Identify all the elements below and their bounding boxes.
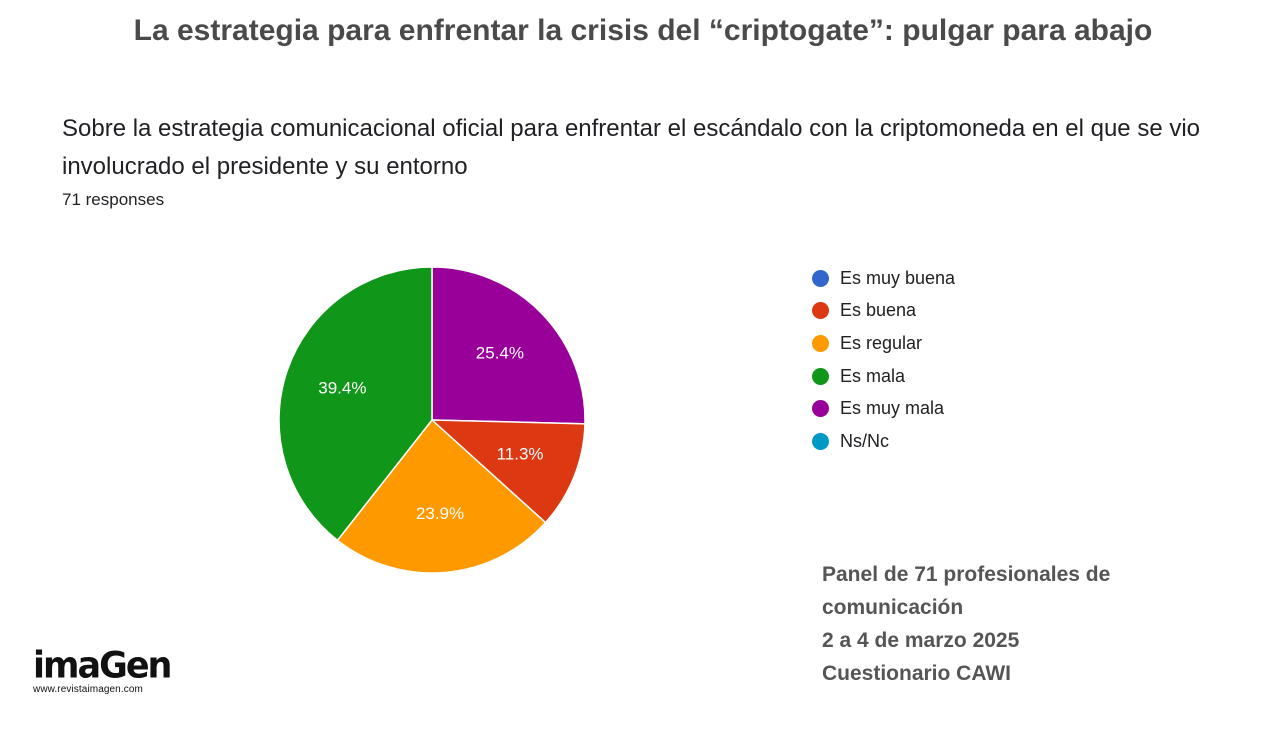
legend-label: Ns/Nc <box>840 430 889 451</box>
legend-item: Es buena <box>812 295 955 328</box>
pie-label: 39.4% <box>318 378 366 397</box>
legend-label: Es regular <box>840 332 923 353</box>
panel-info: Panel de 71 profesionales de comunicació… <box>822 558 1110 690</box>
legend-label: Es buena <box>840 300 917 321</box>
legend-label: Es muy buena <box>840 267 956 288</box>
pie-slice-es-mala <box>278 266 433 542</box>
legend-item: Es regular <box>812 327 955 360</box>
panel-line: 2 a 4 de marzo 2025 <box>822 629 1020 652</box>
logo-word: imaGen <box>33 645 172 687</box>
panel-line: Cuestionario CAWI <box>822 662 1012 685</box>
panel-line: Panel de 71 profesionales de <box>822 563 1111 586</box>
pie-slice-es-regular <box>336 418 547 574</box>
response-count: 71 responses <box>62 190 165 209</box>
legend-label: Es muy mala <box>840 398 945 419</box>
legend-item: Ns/Nc <box>812 425 955 458</box>
pie-slice-es-buena <box>429 419 586 524</box>
pie-slice-es-muy-mala <box>431 266 586 425</box>
legend-swatch <box>812 367 829 385</box>
legend-swatch <box>812 302 829 320</box>
imagen-logo: imaGen www.revistaimagen.com <box>33 645 172 696</box>
chart-legend: Es muy buena Es buena Es regular Es mala Es … <box>812 262 955 458</box>
legend-item: Es muy buena <box>812 262 955 295</box>
pie-label: 11.3% <box>497 445 544 464</box>
headline: La estrategia para enfrentar la crisis d… <box>133 14 1153 47</box>
legend-swatch <box>812 334 829 352</box>
panel-line: comunicación <box>822 596 964 619</box>
legend-item: Es mala <box>812 360 955 393</box>
legend-item: Es muy mala <box>812 392 955 425</box>
pie-label: 25.4% <box>476 343 524 362</box>
pie-label: 23.9% <box>416 504 464 523</box>
legend-swatch <box>812 400 829 418</box>
chart-title: Sobre la estrategia comunicacional ofici… <box>62 115 1201 180</box>
legend-swatch <box>812 432 829 450</box>
logo-url: www.revistaimagen.com <box>33 684 143 695</box>
legend-label: Es mala <box>840 365 906 386</box>
legend-swatch <box>812 269 829 287</box>
